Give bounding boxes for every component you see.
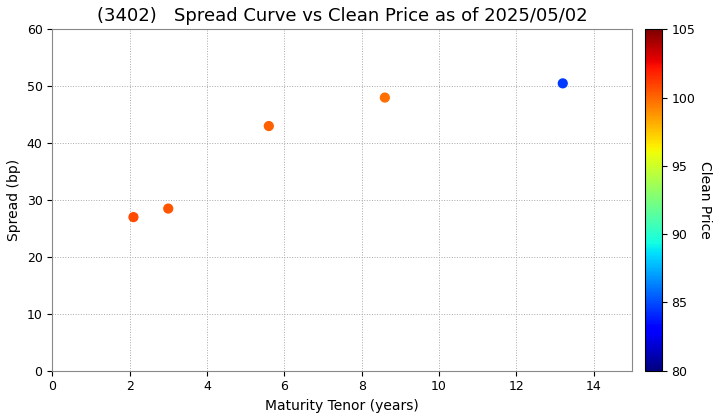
Point bbox=[127, 214, 139, 220]
Y-axis label: Clean Price: Clean Price bbox=[698, 161, 712, 239]
Y-axis label: Spread (bp): Spread (bp) bbox=[7, 159, 21, 241]
Title: (3402)   Spread Curve vs Clean Price as of 2025/05/02: (3402) Spread Curve vs Clean Price as of… bbox=[97, 7, 588, 25]
Point bbox=[263, 123, 274, 129]
Point bbox=[379, 94, 391, 101]
Point bbox=[557, 80, 569, 87]
Point bbox=[163, 205, 174, 212]
X-axis label: Maturity Tenor (years): Maturity Tenor (years) bbox=[266, 399, 419, 413]
